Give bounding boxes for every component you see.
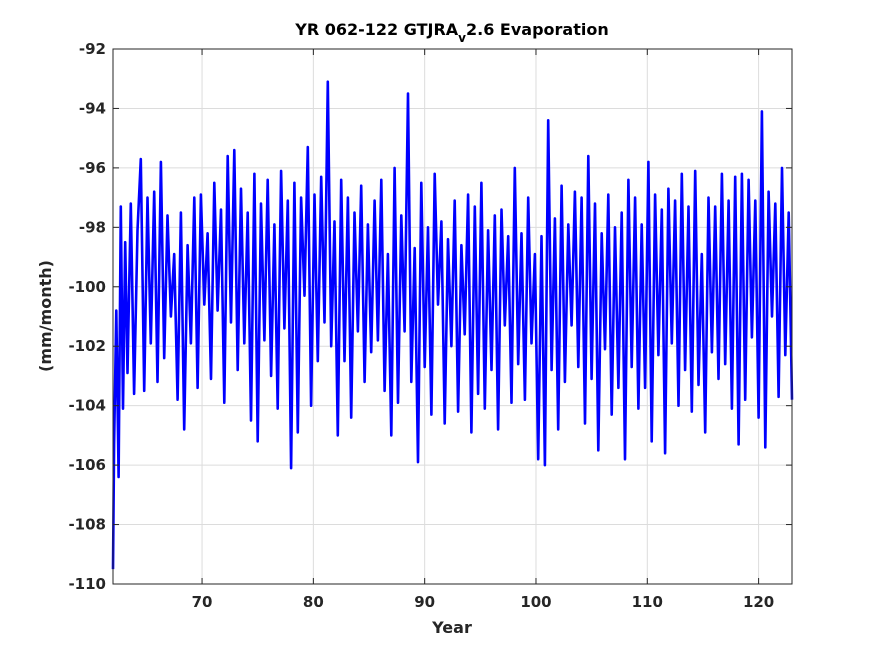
chart-title: YR 062-122 GTJRAv2.6 Evaporation <box>294 20 608 45</box>
y-tick-label: -100 <box>68 278 106 296</box>
x-tick-label: 120 <box>743 593 774 611</box>
y-axis-label: (mm/month) <box>36 260 55 372</box>
tick-marks <box>113 48 792 585</box>
y-tick-label: -92 <box>79 40 106 58</box>
y-tick-label: -104 <box>68 397 106 415</box>
x-tick-label: 80 <box>303 593 324 611</box>
x-tick-label: 100 <box>520 593 551 611</box>
plot-frame <box>112 48 793 585</box>
x-tick-label: 110 <box>632 593 663 611</box>
series-line-0 <box>111 80 794 570</box>
y-tick-label: -110 <box>68 575 106 593</box>
y-tick-label: -108 <box>68 516 106 534</box>
series-layer <box>111 80 794 570</box>
x-tick-label: 90 <box>414 593 435 611</box>
x-tick-labels: 70 80 90 100 110 120 <box>192 593 775 611</box>
y-tick-label: -106 <box>68 456 106 474</box>
y-tick-label: -96 <box>79 159 106 177</box>
y-tick-label: -102 <box>68 337 106 355</box>
y-tick-label: -94 <box>79 99 106 117</box>
y-tick-label: -98 <box>79 218 106 236</box>
x-tick-label: 70 <box>192 593 213 611</box>
x-axis-label: Year <box>431 618 472 637</box>
y-tick-labels: -110 -108 -106 -104 -102 -100 -98 -96 -94 -92 <box>68 40 106 593</box>
